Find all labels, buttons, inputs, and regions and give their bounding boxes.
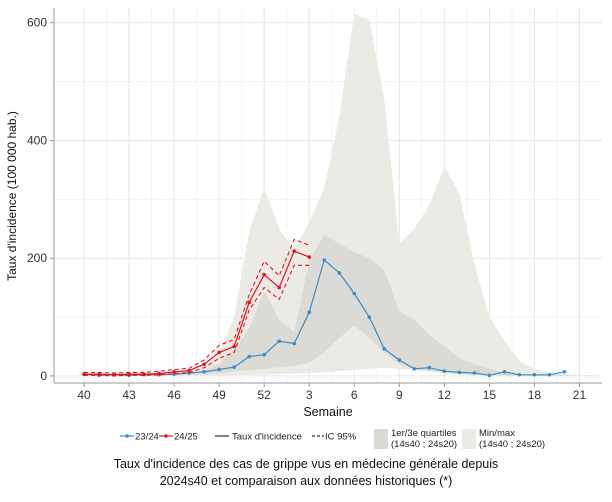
- data-point-2425: [112, 372, 116, 377]
- x-tick-label: 15: [483, 388, 497, 402]
- data-point-2324: [367, 315, 372, 319]
- data-point-2324: [262, 352, 266, 357]
- data-point-2425: [262, 272, 266, 277]
- data-point-2425: [127, 372, 131, 376]
- data-point-2425: [172, 370, 176, 374]
- data-point-2425: [247, 300, 251, 305]
- y-axis-title: Taux d'incidence (100 000 hab.): [5, 111, 19, 281]
- legend-label-quartiles-2: (14s40 ; 24s20): [391, 439, 457, 450]
- legend-marker-2324: [125, 434, 129, 438]
- y-tick-label: 400: [27, 133, 47, 147]
- minmax-band: [84, 13, 595, 376]
- x-tick-label: 3: [306, 388, 313, 402]
- legend-label-minmax-1: Min/max: [479, 428, 515, 439]
- historical-bands: [84, 13, 595, 376]
- data-point-2324: [382, 347, 387, 351]
- data-point-2425: [97, 372, 101, 376]
- legend-item-2425: 24/25: [159, 432, 198, 443]
- ci-upper-line-2425: [84, 238, 310, 374]
- data-point-2324: [217, 367, 221, 372]
- data-point-2324: [502, 370, 507, 374]
- data-point-2324: [232, 365, 236, 369]
- data-point-2425: [202, 362, 206, 366]
- data-point-2324: [532, 372, 537, 377]
- axes: 0 200 400 600 40 43 46 49 52 3 6 9 12 15 18 21: [27, 8, 602, 402]
- figure-caption: Taux d'incidence des cas de grippe vus e…: [0, 456, 612, 490]
- caption-line-1: Taux d'incidence des cas de grippe vus e…: [113, 457, 499, 471]
- data-point-2324: [322, 258, 327, 262]
- data-point-2425: [187, 368, 191, 373]
- ci-lower-line-2425: [84, 264, 310, 377]
- x-tick-label: 40: [77, 388, 91, 402]
- x-tick-label: 21: [573, 388, 587, 402]
- data-point-2324: [517, 372, 522, 377]
- data-point-2425: [307, 255, 312, 259]
- legend-item-quartiles: 1er/3e quartiles (14s40 ; 24s20): [374, 428, 457, 450]
- data-point-2324: [547, 372, 552, 377]
- x-tick-label: 6: [351, 388, 358, 402]
- data-point-2324: [277, 339, 282, 344]
- data-point-2324: [202, 370, 206, 374]
- x-tick-label: 46: [167, 388, 181, 402]
- legend-label-2324: 23/24: [135, 432, 159, 443]
- data-point-2324: [472, 371, 477, 375]
- caption-line-2: 2024s40 et comparaison aux données histo…: [159, 474, 453, 488]
- data-point-2425: [232, 344, 236, 349]
- quartile-band: [84, 234, 595, 376]
- data-point-2324: [457, 370, 462, 375]
- series-line-2425: [84, 250, 310, 376]
- legend-label-taux: Taux d'incidence: [232, 432, 302, 443]
- data-point-2425: [277, 285, 282, 290]
- legend-swatch-quartiles: [374, 429, 388, 449]
- data-point-2425: [157, 371, 161, 376]
- y-tick-label: 600: [27, 16, 47, 30]
- data-point-2324: [412, 367, 417, 371]
- legend-item-ic: IC 95%: [312, 432, 357, 443]
- y-tick-label: 0: [40, 369, 47, 383]
- data-point-2324: [352, 291, 357, 296]
- legend-item-taux: Taux d'incidence: [215, 432, 302, 443]
- x-tick-label: 52: [258, 388, 272, 402]
- x-tick-label: 43: [122, 388, 136, 402]
- legend-swatch-minmax: [462, 429, 476, 449]
- data-point-2324: [337, 271, 342, 275]
- data-point-2425: [217, 350, 221, 355]
- data-point-2324: [442, 369, 447, 374]
- data-point-2324: [307, 310, 312, 315]
- x-tick-label: 12: [438, 388, 452, 402]
- x-axis-title: Semaine: [303, 405, 352, 419]
- data-point-2425: [82, 372, 86, 376]
- data-point-2324: [562, 370, 567, 374]
- legend-label-minmax-2: (14s40 ; 24s20): [479, 439, 545, 450]
- data-point-2425: [142, 372, 146, 376]
- data-point-2425: [292, 249, 297, 253]
- data-point-2324: [427, 365, 432, 370]
- data-point-2324: [397, 358, 402, 362]
- data-point-2324: [247, 354, 251, 359]
- legend-label-quartiles-1: 1er/3e quartiles: [391, 428, 457, 439]
- y-tick-label: 200: [27, 251, 47, 265]
- x-tick-label: 18: [528, 388, 542, 402]
- data-point-2324: [292, 341, 297, 346]
- x-tick-label: 49: [212, 388, 226, 402]
- legend-label-ic: IC 95%: [325, 432, 357, 443]
- incidence-chart: 0 200 400 600 40 43 46 49 52 3 6 9 12 15 18 21 Taux d'i…: [5, 8, 602, 450]
- series-lines: [82, 238, 567, 378]
- legend-marker-2425: [164, 434, 168, 438]
- x-tick-label: 9: [396, 388, 403, 402]
- legend-label-2425: 24/25: [174, 432, 198, 443]
- legend-item-minmax: Min/max (14s40 ; 24s20): [462, 428, 545, 450]
- legend-item-2324: 23/24: [120, 432, 159, 443]
- legend: 23/24 24/25 Taux d'incidence IC 95% 1er/…: [120, 428, 545, 450]
- data-point-2324: [487, 373, 492, 378]
